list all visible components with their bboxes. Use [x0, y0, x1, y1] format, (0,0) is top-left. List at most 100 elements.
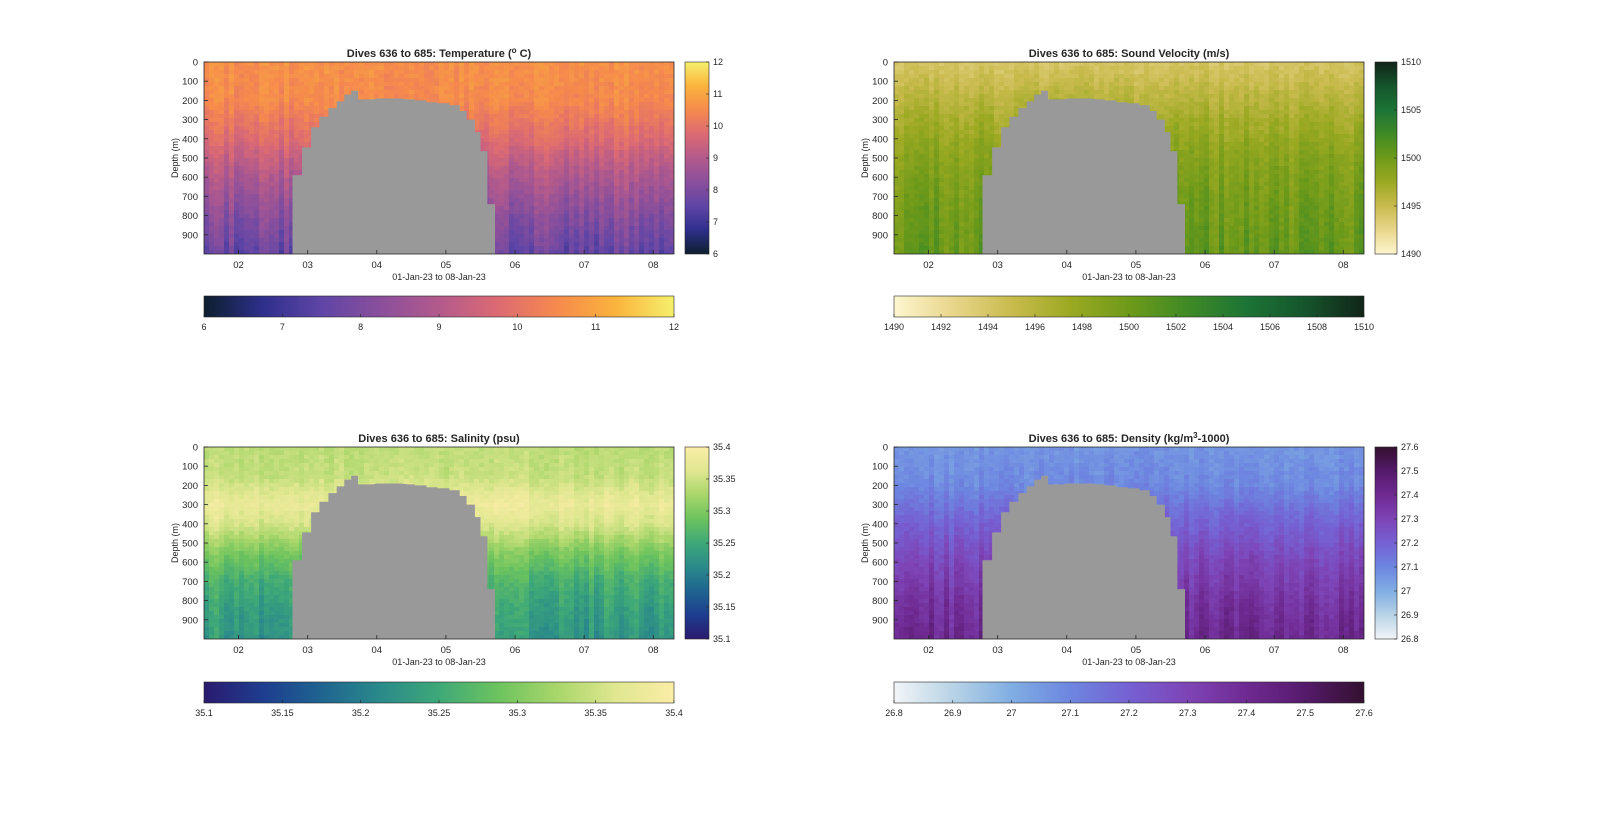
heatmap-cell — [934, 74, 940, 79]
heatmap-cell — [224, 106, 230, 111]
heatmap-cell — [274, 114, 280, 119]
heatmap-cell — [504, 122, 510, 127]
heatmap-cell — [254, 178, 260, 183]
heatmap-cell — [494, 150, 500, 155]
heatmap-cell — [409, 70, 415, 75]
heatmap-cell — [319, 106, 325, 111]
heatmap-cell — [474, 118, 480, 123]
heatmap-cell — [209, 122, 215, 127]
heatmap-cell — [269, 210, 275, 215]
heatmap-cell — [559, 182, 565, 187]
heatmap-cell — [384, 86, 390, 91]
heatmap-cell — [209, 206, 215, 211]
heatmap-cell — [899, 134, 905, 139]
heatmap-cell — [254, 70, 260, 75]
heatmap-cell — [644, 194, 650, 199]
heatmap-cell — [279, 66, 285, 71]
heatmap-cell — [904, 154, 910, 159]
heatmap-cell — [254, 118, 260, 123]
heatmap-cell — [249, 82, 255, 87]
heatmap-cell — [919, 158, 925, 163]
heatmap-cell — [614, 214, 620, 219]
heatmap-cell — [244, 142, 250, 147]
heatmap-cell — [624, 162, 630, 167]
heatmap-cell — [919, 74, 925, 79]
heatmap-cell — [259, 158, 265, 163]
heatmap-cell — [654, 158, 660, 163]
heatmap-cell — [569, 226, 575, 231]
heatmap-cell — [204, 238, 210, 243]
heatmap-cell — [204, 198, 210, 203]
heatmap-cell — [594, 70, 600, 75]
heatmap-cell — [249, 126, 255, 131]
heatmap-cell — [454, 66, 460, 71]
heatmap-cell — [579, 246, 585, 251]
heatmap-cell — [509, 78, 515, 83]
heatmap-cell — [309, 110, 315, 115]
heatmap-cell — [634, 66, 640, 71]
heatmap-cell — [899, 114, 905, 119]
heatmap-cell — [269, 90, 275, 95]
heatmap-cell — [214, 154, 220, 159]
heatmap-cell — [254, 138, 260, 143]
heatmap-cell — [609, 158, 615, 163]
heatmap-cell — [274, 174, 280, 179]
heatmap-cell — [584, 154, 590, 159]
heatmap-cell — [279, 118, 285, 123]
heatmap-cell — [244, 106, 250, 111]
heatmap-cell — [584, 122, 590, 127]
heatmap-cell — [499, 250, 505, 254]
heatmap-cell — [909, 238, 915, 243]
heatmap-cell — [254, 102, 260, 107]
heatmap-cell — [574, 230, 580, 235]
heatmap-cell — [284, 102, 290, 107]
heatmap-cell — [534, 162, 540, 167]
heatmap-cell — [249, 74, 255, 79]
heatmap-cell — [519, 206, 525, 211]
heatmap-cell — [584, 202, 590, 207]
heatmap-cell — [234, 178, 240, 183]
heatmap-cell — [544, 214, 550, 219]
heatmap-cell — [449, 98, 455, 103]
heatmap-cell — [299, 86, 305, 91]
heatmap-cell — [304, 134, 310, 139]
heatmap-cell — [274, 150, 280, 155]
heatmap-cell — [639, 106, 645, 111]
heatmap-cell — [229, 142, 235, 147]
heatmap-cell — [524, 222, 530, 227]
heatmap-cell — [259, 162, 265, 167]
heatmap-cell — [594, 102, 600, 107]
heatmap-cell — [519, 90, 525, 95]
heatmap-cell — [244, 222, 250, 227]
heatmap-cell — [224, 162, 230, 167]
heatmap-cell — [624, 186, 630, 191]
heatmap-cell — [659, 126, 665, 131]
heatmap-cell — [594, 126, 600, 131]
heatmap-cell — [634, 126, 640, 131]
heatmap-cell — [534, 138, 540, 143]
heatmap-cell — [929, 230, 935, 235]
heatmap-cell — [239, 82, 245, 87]
heatmap-cell — [574, 62, 580, 67]
heatmap-cell — [544, 174, 550, 179]
heatmap-cell — [604, 154, 610, 159]
heatmap-cell — [644, 150, 650, 155]
heatmap-cell — [899, 238, 905, 243]
heatmap-cell — [299, 106, 305, 111]
heatmap-cell — [574, 186, 580, 191]
heatmap-cell — [229, 202, 235, 207]
heatmap-cell — [224, 186, 230, 191]
heatmap-cell — [599, 82, 605, 87]
heatmap-cell — [284, 214, 290, 219]
heatmap-cell — [494, 206, 500, 211]
heatmap-cell — [244, 210, 250, 215]
heatmap-cell — [214, 174, 220, 179]
heatmap-cell — [619, 150, 625, 155]
heatmap-cell — [919, 198, 925, 203]
heatmap-cell — [639, 118, 645, 123]
heatmap-cell — [659, 82, 665, 87]
heatmap-cell — [924, 118, 930, 123]
heatmap-cell — [559, 218, 565, 223]
heatmap-cell — [234, 122, 240, 127]
heatmap-cell — [409, 62, 415, 67]
